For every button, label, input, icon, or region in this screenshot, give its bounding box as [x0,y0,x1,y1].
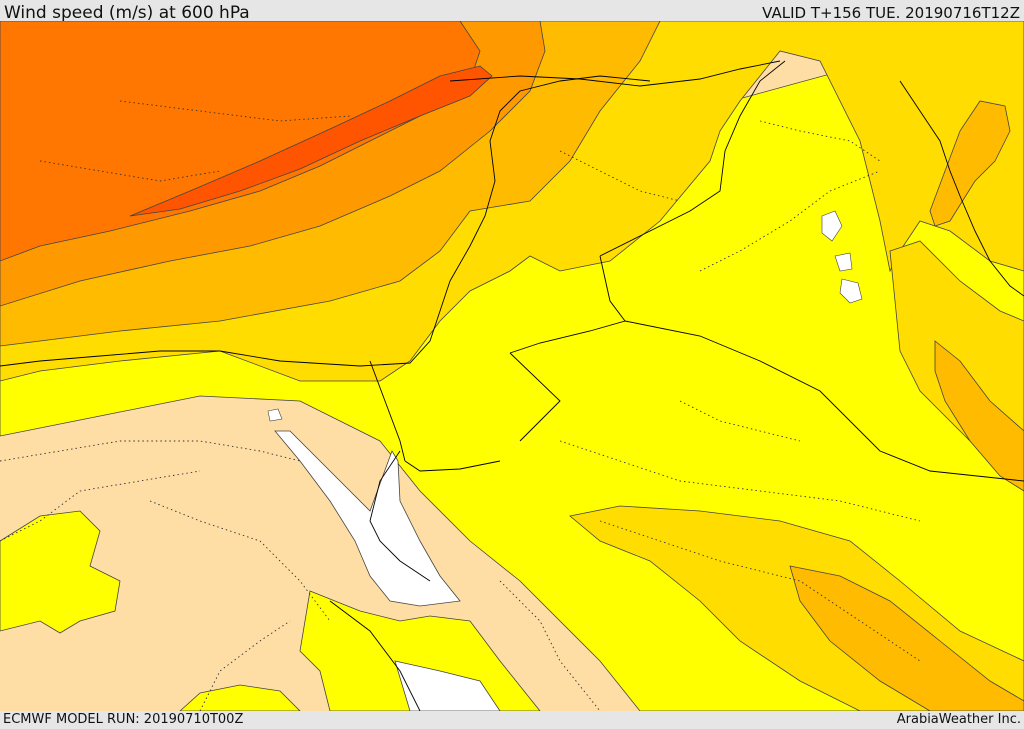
map-canvas [0,21,1024,711]
contour-light-sw [0,510,121,634]
model-run-label: ECMWF MODEL RUN: 20190710T00Z [3,712,244,727]
valid-time: VALID T+156 TUE. 20190716T12Z [762,4,1020,22]
water-body-3 [839,278,863,304]
contour-fresh-ne [929,100,1011,227]
wind-speed-map[interactable] [0,21,1024,711]
contour-jet-core [129,65,493,217]
water-body-2 [834,252,853,272]
credit-label: ArabiaWeather Inc. [896,712,1021,727]
contour-very-strong [0,21,481,262]
water-body-1 [821,210,843,242]
header-bar: Wind speed (m/s) at 600 hPa VALID T+156 … [0,0,1024,23]
red-sea-gap [274,430,461,607]
contour-fresh-se [789,565,1024,711]
contour-light-sw2 [179,684,301,711]
contour-fresh-e [934,340,1024,492]
water-body-4 [267,408,283,422]
footer-bar: ECMWF MODEL RUN: 20190710T00Z ArabiaWeat… [0,711,1024,729]
map-title: Wind speed (m/s) at 600 hPa [4,3,250,23]
red-sea-gap-s [394,660,501,711]
